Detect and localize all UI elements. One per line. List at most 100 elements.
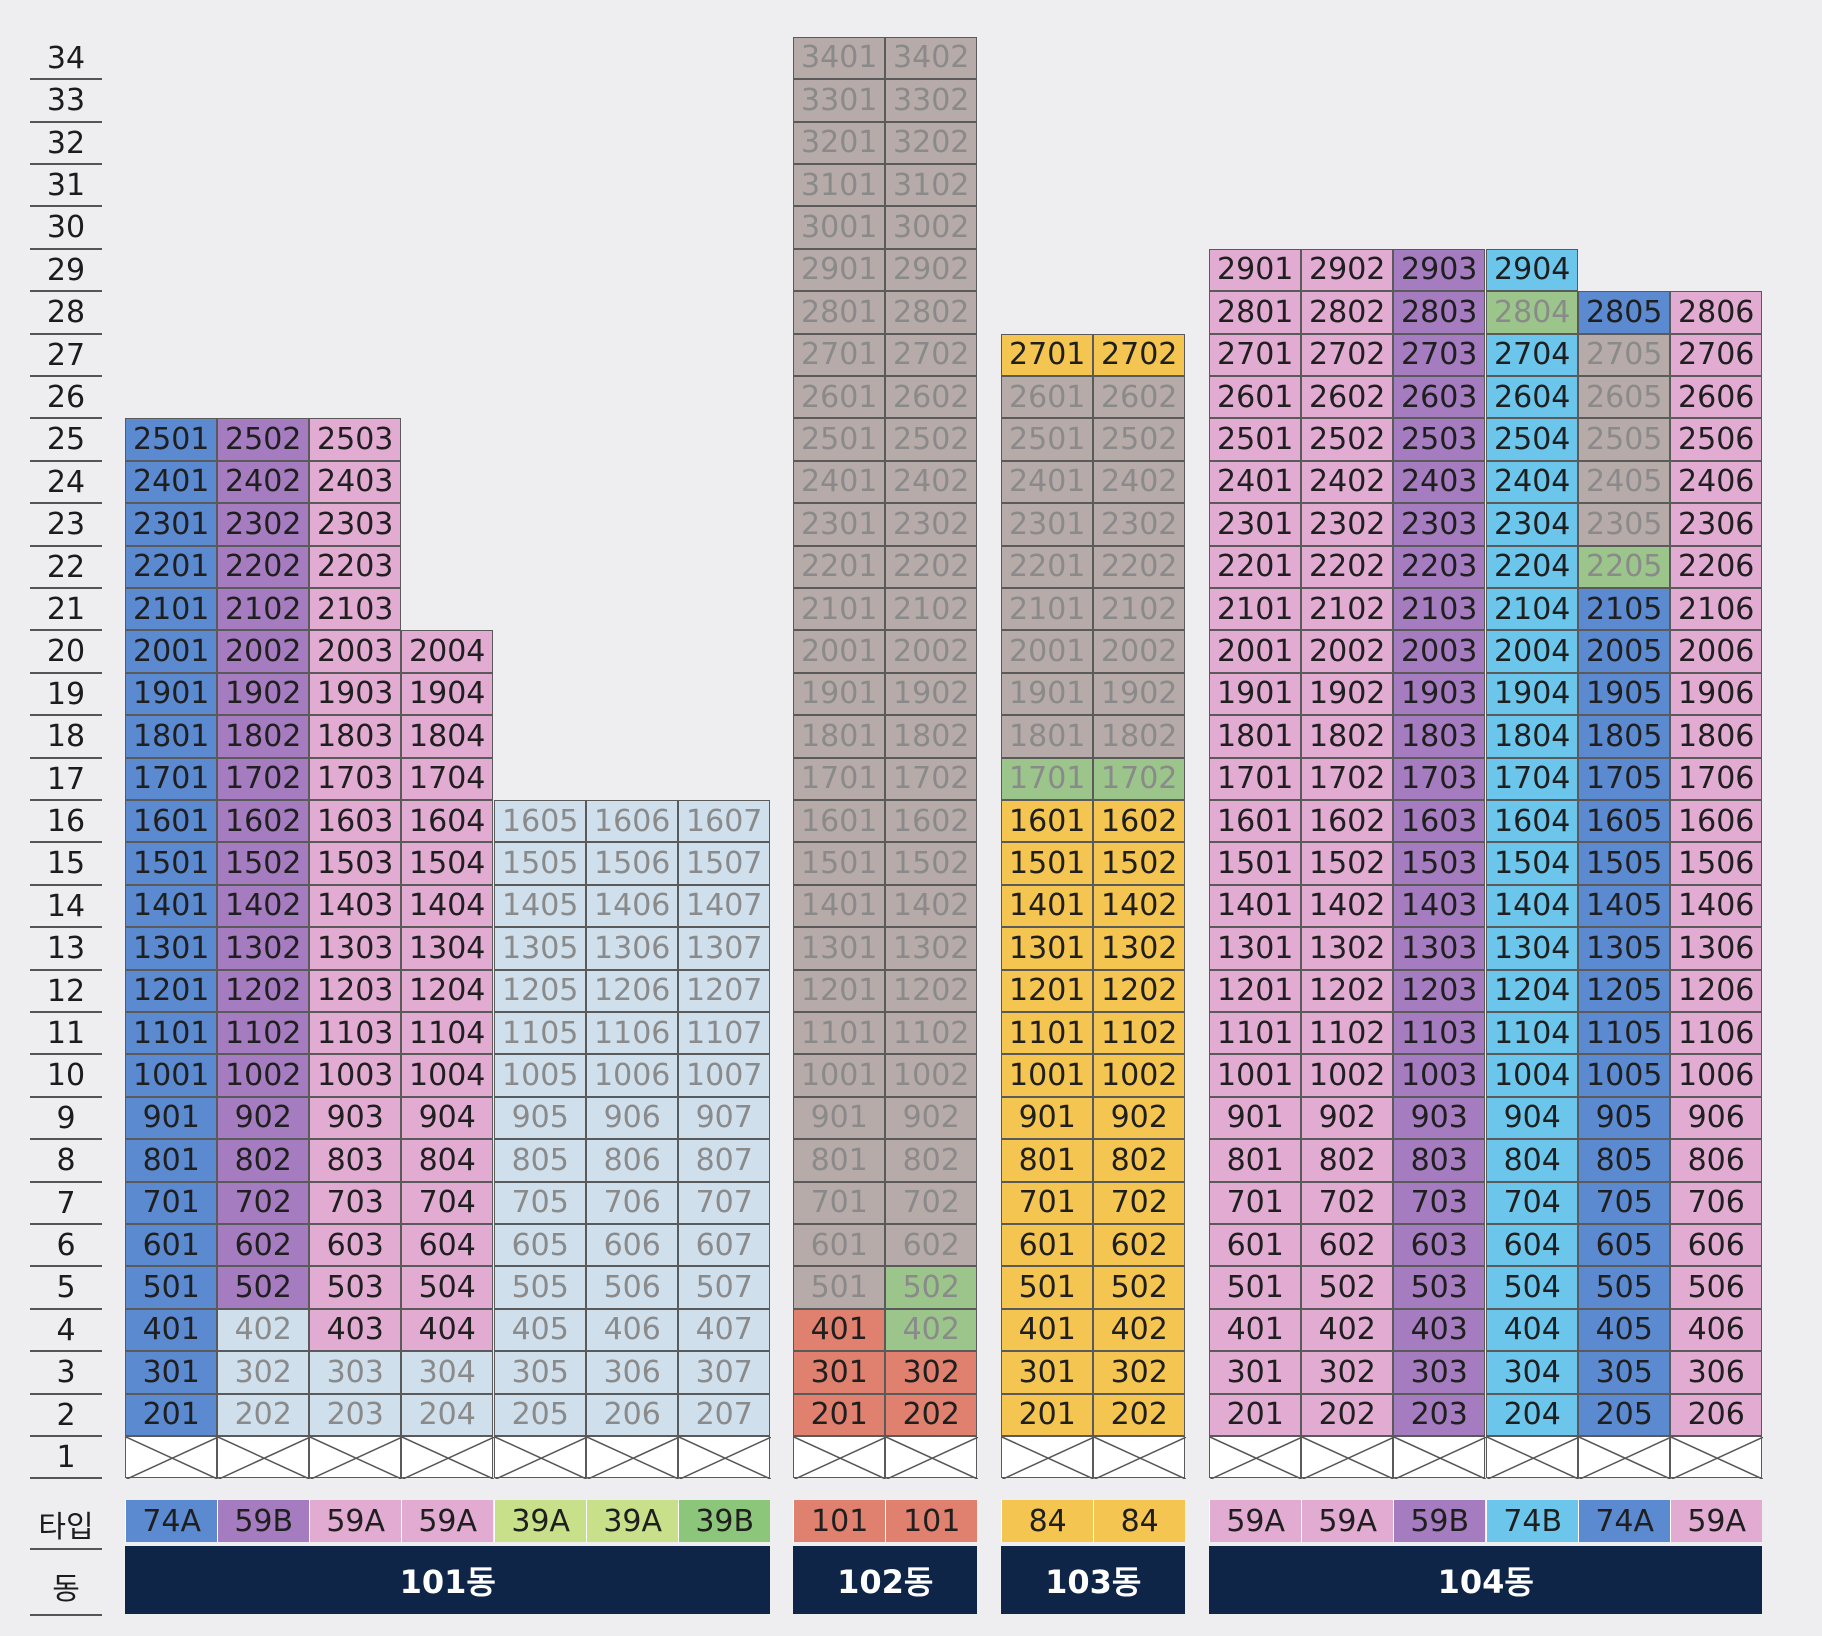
axis-tick xyxy=(30,841,102,844)
axis-tick xyxy=(30,671,102,674)
axis-tick xyxy=(30,375,102,377)
unit-cell: 2202 xyxy=(885,545,978,588)
unit-cell: 1902 xyxy=(217,672,310,716)
unit-cell: 805 xyxy=(494,1139,587,1182)
unit-cell: 704 xyxy=(401,1181,494,1224)
unit-cell: 2802 xyxy=(885,291,978,334)
unit-cell: 202 xyxy=(885,1393,978,1436)
unit-cell: 901 xyxy=(1001,1096,1094,1140)
unit-cell: 401 xyxy=(125,1308,218,1352)
unit-cell: 1702 xyxy=(885,757,978,800)
unit-cell: 606 xyxy=(1670,1224,1763,1267)
unit-cell: 807 xyxy=(678,1139,771,1182)
unit-cell: 1403 xyxy=(309,884,402,928)
axis-tick xyxy=(30,1614,102,1616)
empty-floor-cell xyxy=(1670,1436,1764,1480)
unit-cell: 1005 xyxy=(1578,1054,1671,1097)
unit-cell: 1906 xyxy=(1670,672,1763,716)
floor-label: 17 xyxy=(46,761,86,797)
unit-cell: 1605 xyxy=(494,800,587,843)
unit-cell: 1206 xyxy=(586,969,679,1012)
unit-type-cell: 59B xyxy=(1393,1500,1486,1542)
unit-cell: 1105 xyxy=(494,1012,587,1055)
unit-cell: 505 xyxy=(1578,1266,1671,1309)
unit-cell: 2002 xyxy=(885,630,978,673)
unit-cell: 806 xyxy=(1670,1139,1763,1182)
unit-cell: 407 xyxy=(678,1308,771,1352)
unit-cell: 1703 xyxy=(309,757,402,800)
unit-cell: 205 xyxy=(494,1393,587,1436)
unit-cell: 2303 xyxy=(309,503,402,546)
unit-cell: 2801 xyxy=(1209,291,1302,334)
unit-cell: 3302 xyxy=(885,79,978,122)
unit-cell: 1305 xyxy=(1578,927,1671,970)
unit-cell: 1502 xyxy=(1301,842,1394,885)
unit-cell: 1601 xyxy=(1001,800,1094,843)
unit-cell: 701 xyxy=(125,1181,218,1224)
unit-cell: 1006 xyxy=(586,1054,679,1097)
building-label: 103동 xyxy=(1001,1546,1186,1614)
unit-cell: 902 xyxy=(1093,1096,1186,1140)
building-label: 101동 xyxy=(125,1546,771,1614)
axis-tick xyxy=(30,1095,102,1098)
unit-cell: 502 xyxy=(217,1266,310,1309)
unit-cell: 1207 xyxy=(678,969,771,1012)
unit-cell: 2602 xyxy=(885,376,978,419)
unit-cell: 2306 xyxy=(1670,503,1763,546)
unit-cell: 1003 xyxy=(309,1054,402,1097)
unit-cell: 301 xyxy=(1209,1351,1302,1394)
axis-tick xyxy=(30,1053,102,1056)
unit-cell: 1107 xyxy=(678,1012,771,1055)
unit-cell: 1903 xyxy=(1393,672,1486,716)
unit-cell: 1106 xyxy=(586,1012,679,1055)
unit-cell: 1505 xyxy=(1578,842,1671,885)
unit-cell: 504 xyxy=(401,1266,494,1309)
unit-cell: 2806 xyxy=(1670,291,1763,334)
unit-cell: 1801 xyxy=(1001,715,1094,758)
unit-cell: 305 xyxy=(494,1351,587,1394)
unit-cell: 1407 xyxy=(678,884,771,928)
unit-cell: 402 xyxy=(217,1308,310,1352)
unit-cell: 204 xyxy=(401,1393,494,1436)
unit-cell: 2604 xyxy=(1486,376,1579,419)
unit-cell: 3301 xyxy=(793,79,886,122)
unit-cell: 907 xyxy=(678,1096,771,1140)
empty-floor-cell xyxy=(309,1436,403,1480)
floor-label: 12 xyxy=(46,973,86,1009)
axis-tick xyxy=(30,163,102,165)
unit-cell: 1702 xyxy=(217,757,310,800)
unit-cell: 502 xyxy=(1301,1266,1394,1309)
unit-cell: 2502 xyxy=(1093,418,1186,461)
unit-cell: 2804 xyxy=(1486,291,1579,334)
unit-cell: 2203 xyxy=(1393,545,1486,588)
unit-cell: 1802 xyxy=(885,715,978,758)
unit-cell: 2305 xyxy=(1578,503,1671,546)
unit-cell: 704 xyxy=(1486,1181,1579,1224)
unit-cell: 2201 xyxy=(793,545,886,588)
unit-cell: 2102 xyxy=(885,588,978,631)
unit-cell: 1801 xyxy=(1209,715,1302,758)
unit-type-cell: 84 xyxy=(1001,1500,1094,1542)
unit-cell: 504 xyxy=(1486,1266,1579,1309)
unit-cell: 1002 xyxy=(1093,1054,1186,1097)
floor-label: 18 xyxy=(46,719,86,755)
unit-cell: 1701 xyxy=(1001,757,1094,800)
unit-cell: 1701 xyxy=(1209,757,1302,800)
unit-cell: 702 xyxy=(1093,1181,1186,1224)
unit-cell: 3401 xyxy=(793,36,886,80)
unit-cell: 1101 xyxy=(1209,1012,1302,1055)
unit-cell: 905 xyxy=(494,1096,587,1140)
unit-cell: 801 xyxy=(1209,1139,1302,1182)
unit-cell: 1902 xyxy=(885,672,978,716)
axis-tick xyxy=(30,1307,102,1310)
unit-cell: 202 xyxy=(1301,1393,1394,1436)
unit-cell: 3201 xyxy=(793,121,886,164)
unit-cell: 402 xyxy=(1301,1308,1394,1352)
unit-cell: 1805 xyxy=(1578,715,1671,758)
axis-tick xyxy=(30,502,102,505)
unit-cell: 1004 xyxy=(401,1054,494,1097)
unit-type-cell: 59A xyxy=(309,1500,402,1542)
unit-cell: 702 xyxy=(1301,1181,1394,1224)
unit-cell: 1601 xyxy=(125,800,218,843)
unit-cell: 2601 xyxy=(793,376,886,419)
